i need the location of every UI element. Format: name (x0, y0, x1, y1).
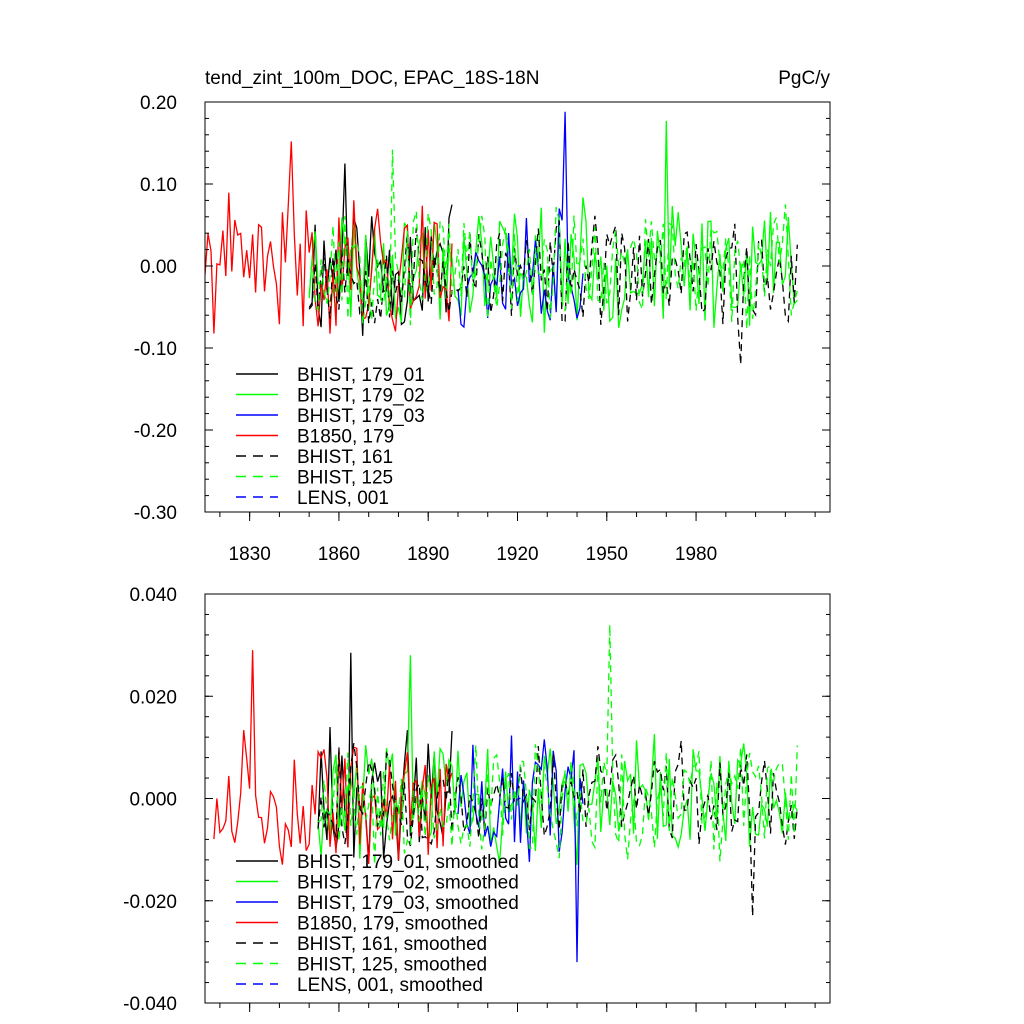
y-tick-label: -0.20 (134, 421, 177, 442)
y-tick-label: -0.020 (123, 892, 177, 913)
legend-label: BHIST, 179_03 (297, 406, 425, 427)
x-tick-label: 1830 (229, 544, 271, 565)
legend-label: B1850, 179, smoothed (297, 914, 488, 935)
y-tick-label: -0.040 (123, 994, 177, 1015)
y-tick-label: -0.30 (134, 503, 177, 524)
y-tick-label: 0.10 (140, 175, 177, 196)
x-tick-label: 1860 (318, 544, 360, 565)
chart-units: PgC/y (778, 68, 830, 89)
legend-label: BHIST, 125, smoothed (297, 955, 487, 976)
x-tick-label: 1980 (675, 544, 717, 565)
series-line-6 (317, 624, 798, 865)
legend-label: BHIST, 179_01, smoothed (297, 852, 519, 873)
y-tick-label: 0.040 (129, 585, 177, 606)
legend-label: BHIST, 179_02, smoothed (297, 873, 519, 894)
y-tick-label: 0.00 (140, 257, 177, 278)
legend-label: BHIST, 161, smoothed (297, 934, 487, 955)
legend-label: BHIST, 179_03, smoothed (297, 893, 519, 914)
x-tick-label: 1890 (407, 544, 449, 565)
legend-label: LENS, 001 (297, 488, 389, 509)
legend-label: BHIST, 179_02 (297, 386, 425, 407)
legend-label: BHIST, 161 (297, 447, 393, 468)
legend-label: BHIST, 179_01 (297, 365, 425, 386)
series-group (213, 624, 798, 963)
series-line-4 (213, 650, 453, 865)
legend-label: B1850, 179 (297, 427, 394, 448)
y-tick-label: 0.020 (129, 687, 177, 708)
series-group (205, 111, 798, 365)
y-tick-label: 0.000 (129, 790, 177, 811)
x-tick-label: 1920 (496, 544, 538, 565)
x-tick-label: 1950 (586, 544, 628, 565)
series-line-5 (317, 740, 798, 917)
series-line-3 (457, 111, 584, 329)
legend-label: LENS, 001, smoothed (297, 975, 483, 996)
y-tick-label: 0.20 (140, 93, 177, 114)
legend-label: BHIST, 125 (297, 468, 393, 489)
chart-title: tend_zint_100m_DOC, EPAC_18S-18N (205, 68, 539, 89)
series-line-6 (308, 149, 798, 330)
series-line-3 (457, 735, 584, 963)
top-panel: 0.20 0.10 0.00 -0.10 -0.20 -0.30 1830 1860 1890 1… (134, 68, 831, 565)
series-line-5 (308, 215, 798, 365)
y-tick-label: -0.10 (134, 339, 177, 360)
bottom-panel: 0.040 0.020 0.000 -0.020 -0.040 BHIST, 179_01… (123, 585, 831, 1015)
